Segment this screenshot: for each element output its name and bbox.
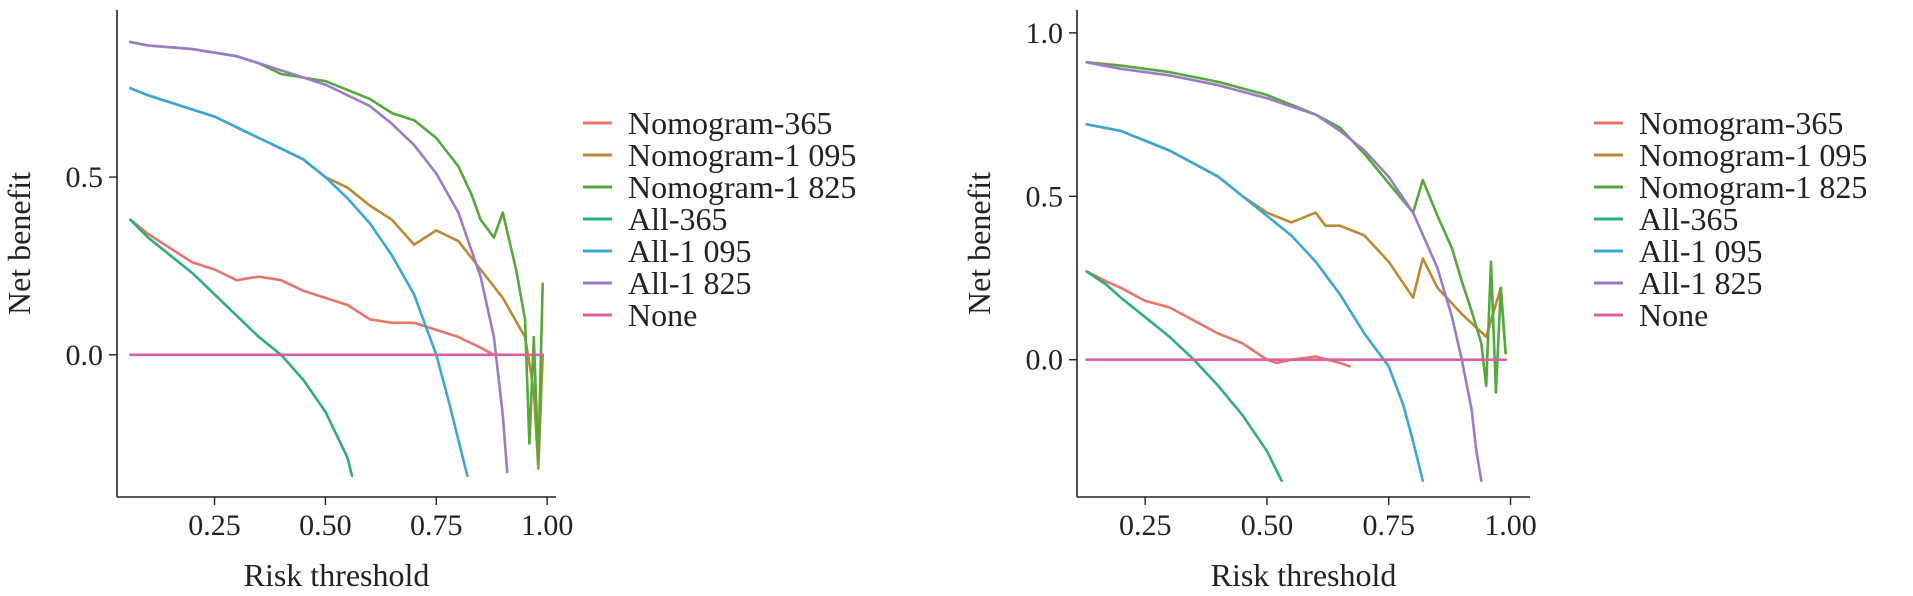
y-tick-label: 0.0 (1026, 344, 1064, 377)
x-tick-label: 1.00 (521, 509, 574, 542)
series-line-all-1-095 (1085, 123, 1425, 483)
legend-label: Nomogram-365 (628, 105, 832, 141)
y-tick-label: 0.5 (66, 161, 104, 194)
series-line-nomogram-365 (1085, 270, 1352, 368)
legend-label: All-365 (628, 201, 728, 237)
series-line-nomogram-1-825 (1085, 60, 1507, 394)
series-line-nomogram-365 (129, 218, 496, 357)
legend-label: All-365 (1639, 201, 1739, 237)
x-tick-label: 1.00 (1484, 509, 1537, 542)
y-tick-label: 0.0 (66, 339, 104, 372)
x-tick-label: 0.25 (188, 509, 241, 542)
x-tick-label: 0.50 (1241, 509, 1294, 542)
x-axis-label: Risk threshold (244, 557, 430, 593)
legend-label: None (628, 297, 697, 333)
legend-label: None (1639, 297, 1708, 333)
chart-panel-2: 0.25 0.50 0.75 1.00 0.0 0.5 1.0 Risk threshold N… (961, 10, 1867, 593)
series-line-all-1-825 (129, 40, 509, 474)
series-line-all-1-095 (129, 86, 469, 478)
legend-label: Nomogram-365 (1639, 105, 1843, 141)
series-line-all-365 (1085, 270, 1283, 483)
x-tick-label: 0.75 (1362, 509, 1415, 542)
x-tick-label: 0.50 (299, 509, 352, 542)
legend-label: Nomogram-1 825 (1639, 169, 1867, 205)
series-line-all-1-825 (1085, 60, 1483, 483)
series-line-nomogram-1-095 (1085, 123, 1507, 355)
legend-label: All-1 095 (628, 233, 752, 269)
y-tick-label: 0.5 (1026, 180, 1064, 213)
x-tick-label: 0.25 (1119, 509, 1172, 542)
y-axis-label: Net benefit (1, 172, 37, 315)
y-tick-label: 1.0 (1026, 17, 1064, 50)
legend-label: Nomogram-1 095 (628, 137, 856, 173)
x-axis-label: Risk threshold (1211, 557, 1397, 593)
legend-label: All-1 825 (628, 265, 752, 301)
series-line-nomogram-1-825 (129, 40, 545, 463)
chart-panel-1: 0.25 0.50 0.75 1.00 0.0 0.5 Risk threshold Net … (1, 10, 856, 593)
series-line-all-365 (129, 218, 354, 478)
legend-label: Nomogram-1 095 (1639, 137, 1867, 173)
x-tick-label: 0.75 (410, 509, 463, 542)
legend-label: All-1 095 (1639, 233, 1763, 269)
legend-label: Nomogram-1 825 (628, 169, 856, 205)
legend-label: All-1 825 (1639, 265, 1763, 301)
y-axis-label: Net benefit (961, 172, 997, 315)
